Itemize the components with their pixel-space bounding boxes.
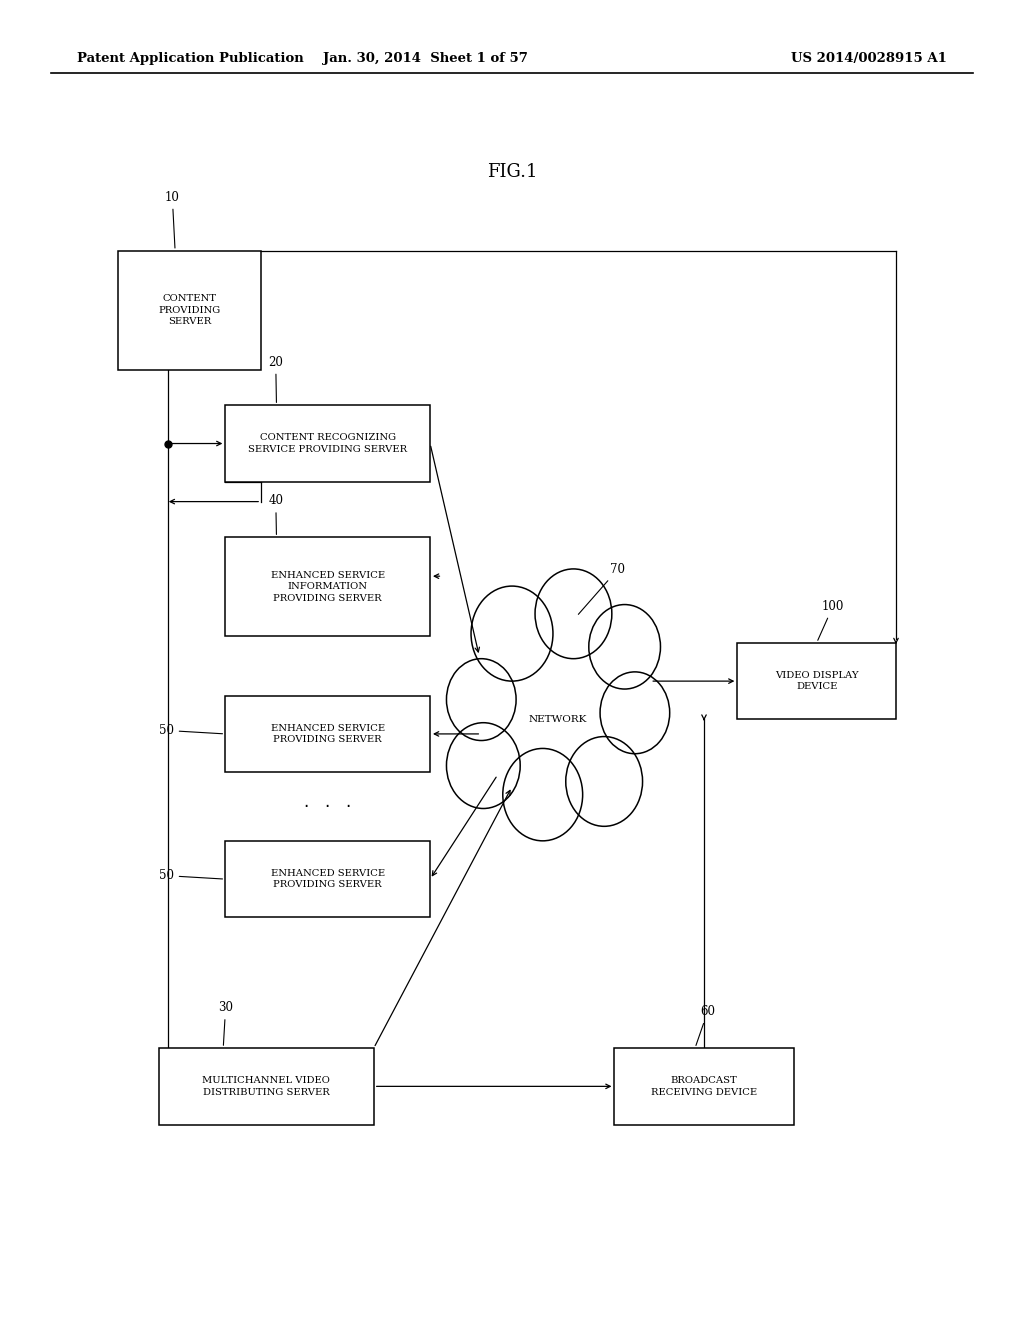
Text: CONTENT
PROVIDING
SERVER: CONTENT PROVIDING SERVER [159, 294, 220, 326]
Text: 60: 60 [696, 1005, 715, 1045]
Text: CONTENT RECOGNIZING
SERVICE PROVIDING SERVER: CONTENT RECOGNIZING SERVICE PROVIDING SE… [248, 433, 408, 454]
Ellipse shape [589, 605, 660, 689]
Text: VIDEO DISPLAY
DEVICE: VIDEO DISPLAY DEVICE [775, 671, 858, 692]
Text: 100: 100 [818, 599, 844, 640]
FancyBboxPatch shape [225, 841, 430, 917]
Text: FIG.1: FIG.1 [486, 162, 538, 181]
Text: ENHANCED SERVICE
PROVIDING SERVER: ENHANCED SERVICE PROVIDING SERVER [270, 723, 385, 744]
Text: 10: 10 [165, 190, 180, 248]
Text: MULTICHANNEL VIDEO
DISTRIBUTING SERVER: MULTICHANNEL VIDEO DISTRIBUTING SERVER [203, 1076, 330, 1097]
Text: 20: 20 [268, 355, 284, 403]
Ellipse shape [565, 737, 643, 826]
Text: ENHANCED SERVICE
PROVIDING SERVER: ENHANCED SERVICE PROVIDING SERVER [270, 869, 385, 890]
Text: 70: 70 [579, 562, 626, 614]
FancyBboxPatch shape [614, 1048, 794, 1125]
Text: ENHANCED SERVICE
INFORMATION
PROVIDING SERVER: ENHANCED SERVICE INFORMATION PROVIDING S… [270, 570, 385, 603]
Text: 50: 50 [159, 869, 222, 882]
FancyBboxPatch shape [159, 1048, 374, 1125]
Text: 30: 30 [218, 1001, 233, 1045]
FancyBboxPatch shape [225, 696, 430, 772]
Text: 50: 50 [159, 723, 222, 737]
Text: 40: 40 [268, 494, 284, 535]
FancyBboxPatch shape [225, 405, 430, 482]
Text: NETWORK: NETWORK [528, 715, 588, 723]
Text: ·   ·   ·: · · · [304, 797, 351, 816]
Ellipse shape [446, 723, 520, 808]
Text: Patent Application Publication: Patent Application Publication [77, 51, 303, 65]
Text: US 2014/0028915 A1: US 2014/0028915 A1 [792, 51, 947, 65]
Ellipse shape [446, 659, 516, 741]
Ellipse shape [503, 748, 583, 841]
FancyBboxPatch shape [737, 643, 896, 719]
Text: BROADCAST
RECEIVING DEVICE: BROADCAST RECEIVING DEVICE [651, 1076, 757, 1097]
Ellipse shape [600, 672, 670, 754]
Ellipse shape [536, 569, 612, 659]
FancyBboxPatch shape [118, 251, 261, 370]
Ellipse shape [471, 586, 553, 681]
Text: Jan. 30, 2014  Sheet 1 of 57: Jan. 30, 2014 Sheet 1 of 57 [323, 51, 527, 65]
FancyBboxPatch shape [225, 537, 430, 636]
